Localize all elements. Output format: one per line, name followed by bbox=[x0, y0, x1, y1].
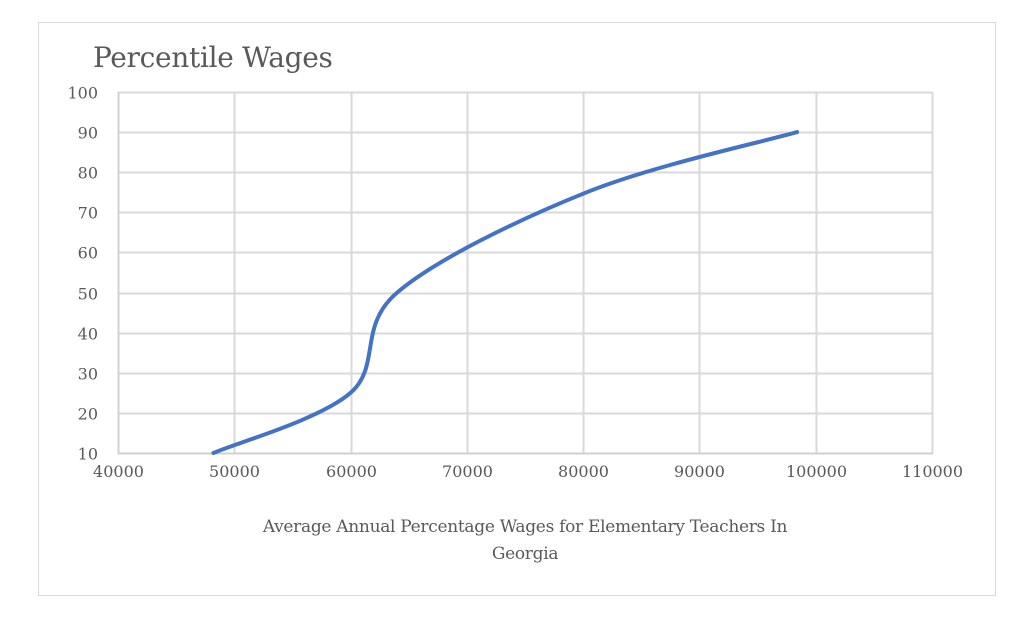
chart-title: Percentile Wages bbox=[93, 41, 333, 74]
x-axis-tick-labels: 40000 50000 60000 70000 80000 90000 100000 1100… bbox=[93, 462, 963, 481]
x-tick-label: 70000 bbox=[442, 462, 493, 481]
x-axis-title-line-2: Georgia bbox=[491, 544, 559, 564]
x-axis-title-line-1: Average Annual Percentage Wages for Elem… bbox=[262, 517, 788, 537]
y-tick-label: 60 bbox=[78, 244, 98, 263]
y-tick-label: 70 bbox=[78, 204, 98, 223]
y-tick-label: 20 bbox=[78, 405, 98, 424]
x-tick-label: 80000 bbox=[558, 462, 609, 481]
y-tick-label: 50 bbox=[78, 285, 98, 304]
y-tick-label: 100 bbox=[67, 84, 98, 103]
x-tick-label: 100000 bbox=[786, 462, 847, 481]
x-tick-label: 60000 bbox=[326, 462, 377, 481]
x-axis-title: Average Annual Percentage Wages for Elem… bbox=[118, 514, 932, 568]
y-axis-tick-labels: 10 20 30 40 50 60 70 80 90 100 bbox=[67, 84, 98, 464]
x-tick-label: 50000 bbox=[209, 462, 260, 481]
x-tick-label: 110000 bbox=[902, 462, 963, 481]
axes bbox=[117, 92, 933, 455]
x-tick-label: 40000 bbox=[93, 462, 144, 481]
y-tick-label: 10 bbox=[78, 445, 98, 464]
gridlines bbox=[118, 91, 934, 453]
x-tick-label: 90000 bbox=[674, 462, 725, 481]
chart-area bbox=[38, 22, 996, 596]
y-tick-label: 90 bbox=[78, 124, 98, 143]
series-line-percentile-wages bbox=[211, 130, 800, 455]
y-tick-label: 80 bbox=[78, 164, 98, 183]
y-tick-label: 40 bbox=[78, 325, 98, 344]
y-tick-label: 30 bbox=[78, 365, 98, 384]
